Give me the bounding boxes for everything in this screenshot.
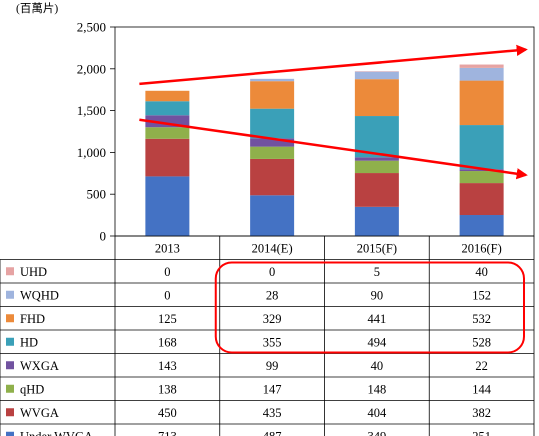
legend-swatch [6,267,14,276]
legend-label: qHD [20,382,44,396]
data-cell: 168 [158,335,177,349]
data-cell: 138 [158,382,177,396]
legend-swatch [6,314,14,323]
data-cell: 5 [374,265,380,279]
data-cell: 148 [368,382,387,396]
data-cell: 99 [266,359,279,373]
highlight-box [214,261,525,354]
bar-segment-wxga [354,157,399,161]
data-cell: 435 [263,406,282,420]
bar-segment-wqhd [459,67,504,81]
data-cell: 404 [368,406,388,420]
category-label: 2015(F) [357,241,397,255]
bar-segment-fhd [250,81,295,109]
data-cell: 0 [269,265,275,279]
bar-segment-wqhd [250,78,295,82]
bar-segment-wxga [145,115,190,128]
y-tick-label: 1,000 [77,145,106,160]
y-tick-label: 1,500 [77,103,106,118]
y-tick-label: 2,000 [77,61,106,76]
bar-segment-wvga [459,183,504,216]
bar-segment-under-wvga [250,195,295,236]
data-cell: 0 [164,265,170,279]
data-cell: 90 [371,288,384,302]
bar-segment-hd [250,108,295,139]
data-cell: 494 [368,335,388,349]
data-cell: 125 [158,312,177,326]
data-cell: 382 [472,406,491,420]
data-cell: 329 [263,312,282,326]
legend-swatch [6,290,14,299]
data-cell: 355 [263,335,282,349]
data-cell: 40 [371,359,384,373]
legend-swatch [6,361,14,370]
y-tick-label: 0 [100,229,107,244]
data-cell: 441 [368,312,387,326]
bar-segment-wxga [250,138,295,147]
bar-segment-wvga [250,158,295,196]
data-cell: 528 [472,335,491,349]
data-cell: 147 [263,382,282,396]
data-cell: 713 [158,429,177,436]
legend-swatch [6,337,14,346]
data-table: 2013 2014(E) 2015(F) 2016(F) UHD 0 0 5 40 WQHD 0 28… [0,235,535,436]
trend-up-arrow [139,44,528,86]
data-cell: 28 [266,288,279,302]
category-label: 2016(F) [461,241,501,255]
bar-segment-wvga [145,138,190,177]
bar-segment-qhd [459,171,504,184]
data-cell: 0 [164,288,170,302]
bar-segment-hd [459,125,504,170]
bar-segment-qhd [250,146,295,159]
bar-segment-fhd [145,90,190,102]
legend-label: WVGA [20,406,59,420]
bar-segment-under-wvga [459,215,504,236]
legend-swatch [6,431,14,436]
y-tick-label: 500 [87,187,107,202]
bar-segment-uhd [459,64,504,68]
y-tick-label: 2,500 [77,20,106,35]
bar-segment-under-wvga [354,206,399,236]
bar-segment-qhd [145,127,190,139]
legend-label: UHD [20,265,47,279]
annotations [139,44,528,354]
legend-label: WXGA [20,359,59,373]
data-cell: 22 [475,359,488,373]
plot-area: (百萬片) 0 500 1,000 1,500 2,000 2,500 [16,2,535,244]
legend-label: Under WVGA [20,429,93,436]
legend-label: FHD [20,312,45,326]
data-cell: 144 [472,382,492,396]
data-cell: 143 [158,359,177,373]
bar-segment-hd [145,101,190,116]
bar-segment-qhd [354,160,399,174]
data-cell: 349 [368,429,387,436]
bar-segment-under-wvga [145,176,190,236]
bar-segment-fhd [459,80,504,126]
data-cell: 487 [263,429,282,436]
bar-segment-wqhd [354,71,399,80]
unit-label: (百萬片) [16,2,58,15]
legend-label: WQHD [20,288,59,302]
data-cell: 251 [472,429,491,436]
legend-swatch [6,384,14,393]
data-cell: 40 [475,265,488,279]
bar-segment-fhd [354,79,399,117]
bar-segment-wxga [459,169,504,172]
data-cell: 450 [158,406,177,420]
category-label: 2014(E) [252,241,293,255]
data-cell: 532 [472,312,491,326]
legend-label: HD [20,335,38,349]
legend-swatch [6,408,14,417]
bar-segment-wvga [354,173,399,207]
category-label: 2013 [155,241,180,255]
data-cell: 152 [472,288,491,302]
trend-down-arrow [139,118,528,180]
